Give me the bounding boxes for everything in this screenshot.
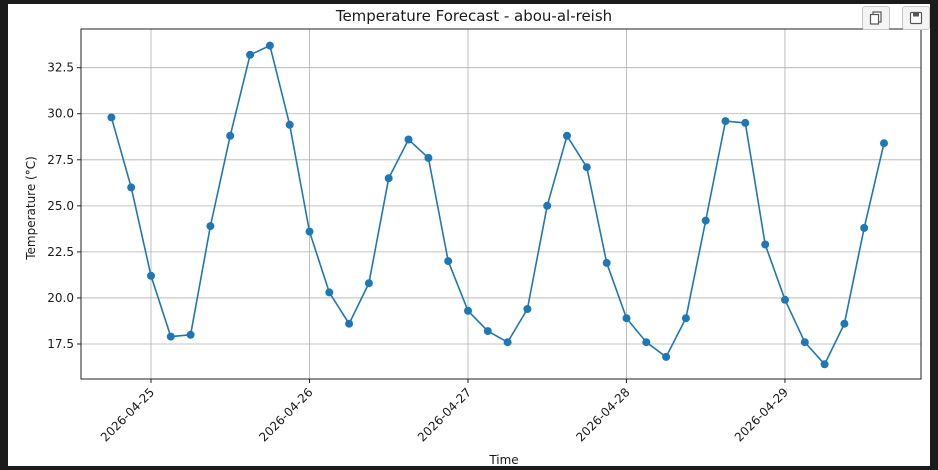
data-point [800,338,809,347]
x-tick-label: 2026-04-29 [732,385,791,444]
data-point [147,271,155,280]
data-point [265,41,274,50]
chart-figure: 17.5 20.0 22.5 25.0 27.5 30.0 32.5 2026-04-25 2… [8,4,930,466]
data-point [543,201,552,210]
data-point [781,295,789,304]
data-point [741,118,750,127]
save-button[interactable] [902,6,930,30]
series-line [110,44,885,366]
data-point [404,135,413,144]
data-point [384,174,393,183]
grid-lines [81,29,921,379]
data-point [166,332,175,341]
y-tick-label: 30.0 [47,107,74,121]
data-point [761,240,770,249]
chart-svg: 17.520.022.525.027.530.032.5 2026-04-25 2… [24,7,922,466]
data-point [860,223,869,232]
copy-icon [869,11,882,25]
data-point [820,360,829,369]
y-tick-label: 17.5 [47,337,74,351]
data-point [444,257,453,266]
data-point [721,117,730,126]
data-point [305,227,314,236]
data-point [107,113,116,122]
axes-frame [80,28,922,380]
data-point [364,279,373,288]
data-point [622,314,631,323]
chart-title: Temperature Forecast - abou-al-reish [335,7,612,25]
y-tick-label: 22.5 [47,245,74,259]
data-point [840,319,849,328]
data-point [503,338,512,347]
data-point [285,120,294,129]
data-point [127,183,136,192]
data-point [483,327,492,336]
y-tick-label: 32.5 [47,61,74,75]
data-point [226,131,235,140]
y-ticks: 17.5 20.0 22.5 25.0 27.5 30.0 32.5 [47,61,81,351]
data-point [464,306,472,315]
data-point [880,139,888,148]
save-icon [909,11,923,25]
data-point [186,330,195,339]
data-point [662,352,671,361]
data-point [701,216,710,225]
data-point [246,50,255,59]
y-tick-label: 25.0 [47,199,74,213]
x-ticks: 2026-04-25 2026-04-26 2026-04-27 2026-04-28… [98,379,791,444]
data-point [642,338,651,347]
series-points [107,41,888,369]
y-axis-label: Temperature (°C) [24,156,38,261]
data-point [424,153,433,162]
x-tick-label: 2026-04-26 [256,385,315,444]
x-tick-label: 2026-04-25 [98,385,157,444]
data-point [206,222,215,231]
y-tick-label: 27.5 [47,153,74,167]
data-point [325,288,334,297]
data-point [345,319,354,328]
data-point [582,163,591,172]
x-axis-label: Time [488,453,518,466]
data-point [681,314,690,323]
data-point [523,305,532,313]
y-tick-label: 20.0 [47,291,74,305]
copy-button[interactable] [862,6,890,30]
data-point [602,258,611,267]
data-point [563,131,571,140]
x-tick-label: 2026-04-27 [415,385,474,444]
x-tick-label: 2026-04-28 [573,385,632,444]
